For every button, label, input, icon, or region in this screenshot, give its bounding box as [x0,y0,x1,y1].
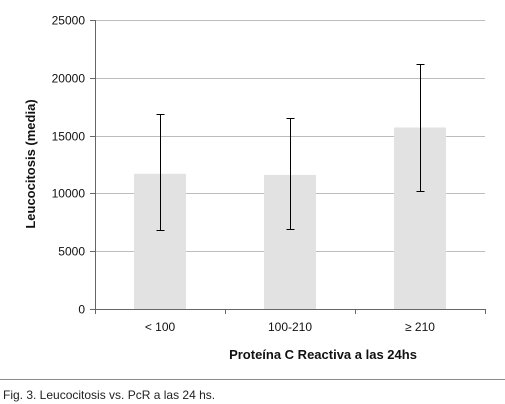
y-tick-label: 25000 [52,14,86,28]
x-tick-label: 100-210 [268,320,312,334]
y-tick-label: 10000 [52,187,86,201]
x-axis-title: Proteína C Reactiva a las 24hs [229,347,417,362]
axes [90,20,486,314]
error-bars [156,64,425,231]
y-tick-labels: 0 5000 10000 15000 20000 25000 [52,14,86,317]
y-axis-title: Leucocitosis (media) [23,99,38,228]
y-tick-label: 5000 [58,245,85,259]
x-tick-labels: < 100 100-210 ≥ 210 [145,320,435,334]
bars [134,127,446,310]
figure-caption: Fig. 3. Leucocitosis vs. PcR a las 24 hs… [3,388,216,402]
y-tick-label: 15000 [52,130,86,144]
x-tick-label: ≥ 210 [405,320,435,334]
bar-chart: 0 5000 10000 15000 20000 25000 < 100 100-210 ≥ … [23,14,486,362]
caption-divider [0,379,505,380]
x-tick-label: < 100 [145,320,176,334]
y-tick-label: 20000 [52,72,86,86]
y-tick-label: 0 [78,303,85,317]
